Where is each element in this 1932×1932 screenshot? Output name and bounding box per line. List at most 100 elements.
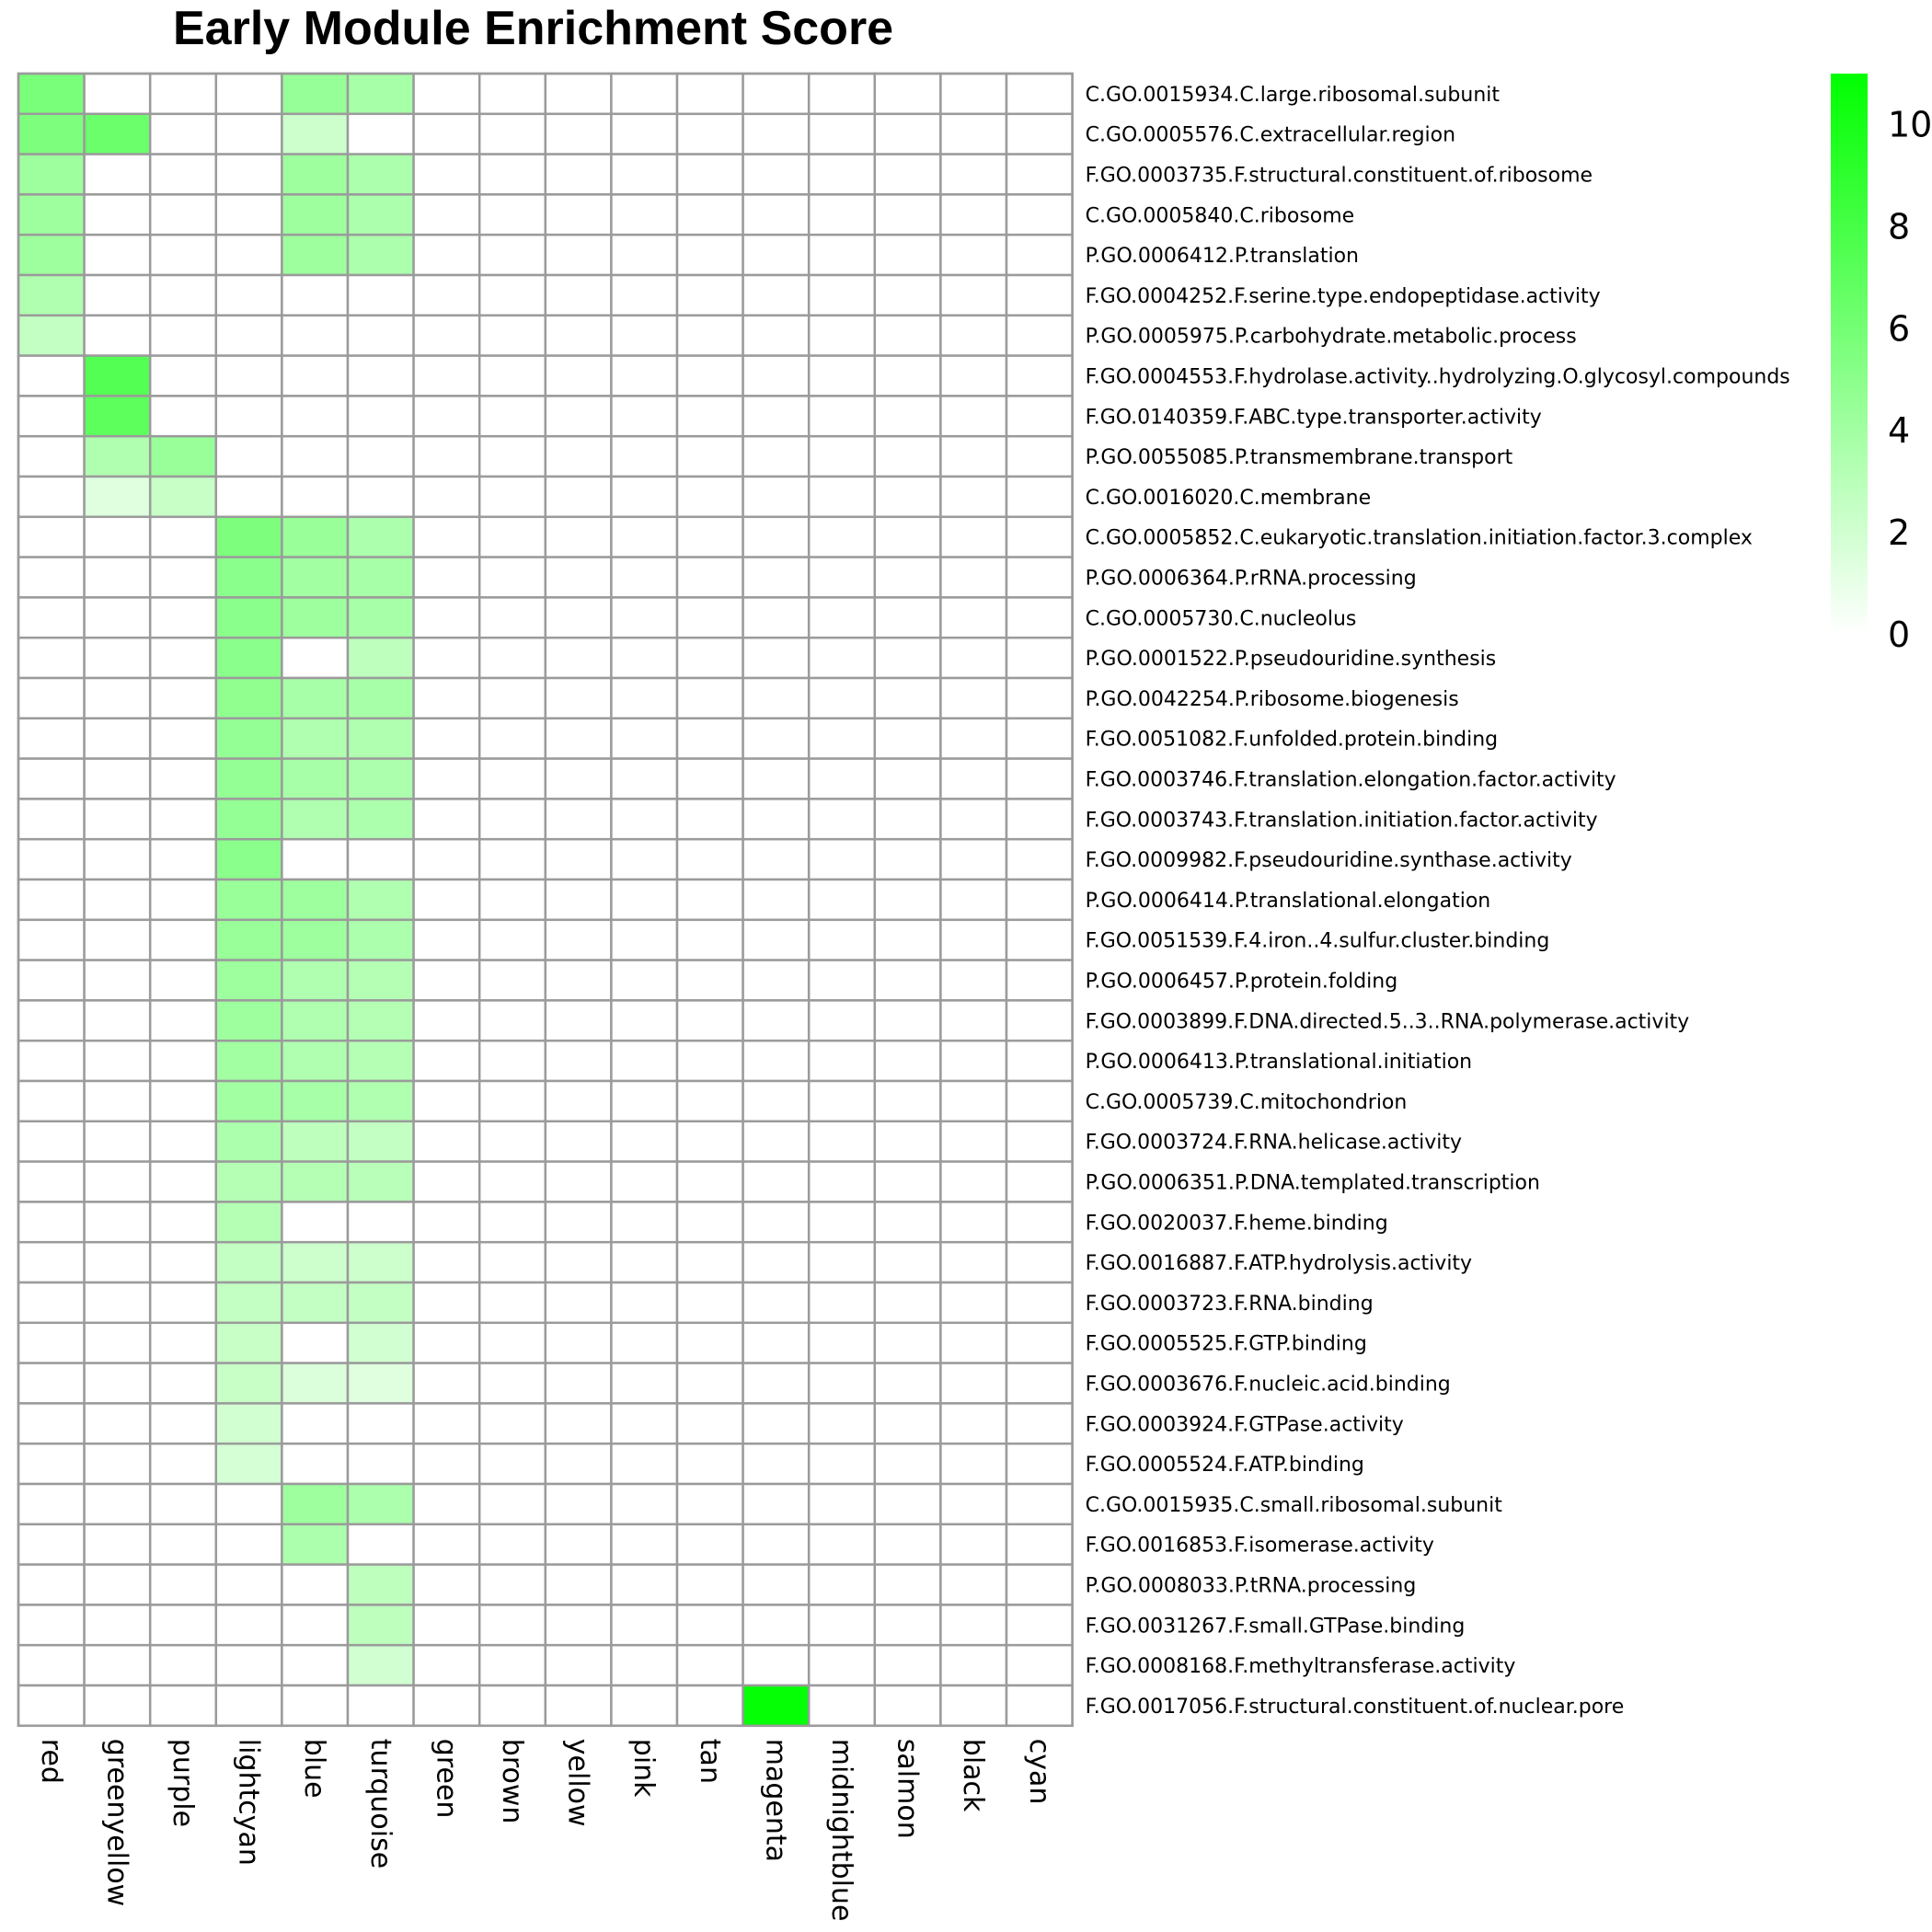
heatmap-cell [214, 354, 283, 397]
heatmap-cell [675, 1281, 744, 1325]
heatmap-cell [148, 1523, 218, 1566]
heatmap-cell [477, 636, 547, 680]
heatmap-cell [281, 153, 350, 196]
heatmap-cell [1005, 193, 1074, 236]
heatmap-cell [17, 596, 86, 639]
heatmap-cell [17, 153, 86, 196]
heatmap-cell [346, 1643, 415, 1687]
heatmap-cell [807, 1563, 877, 1606]
heatmap-cell [412, 1201, 481, 1244]
heatmap-cell [544, 798, 613, 841]
heatmap-cell [214, 1442, 283, 1486]
heatmap-cell [17, 878, 86, 922]
heatmap-cell [939, 314, 1008, 357]
heatmap-cell [807, 1643, 877, 1687]
heatmap-cell [610, 1201, 679, 1244]
row-label: P.GO.0005975.P.carbohydrate.metabolic.pr… [1086, 326, 1577, 349]
heatmap-cell [214, 1120, 283, 1163]
heatmap-cell [939, 1120, 1008, 1163]
heatmap-cell [346, 717, 415, 760]
row-label: P.GO.0006457.P.protein.folding [1086, 971, 1398, 994]
heatmap-cell [346, 193, 415, 236]
heatmap-cell [544, 153, 613, 196]
heatmap-cell [675, 636, 744, 680]
color-bar-tick-label: 8 [1888, 206, 1910, 247]
heatmap-cell [412, 878, 481, 922]
heatmap-cell [281, 1079, 350, 1123]
column-label: salmon [891, 1739, 924, 1839]
heatmap-cell [148, 314, 218, 357]
heatmap-cell [1005, 878, 1074, 922]
row-label: F.GO.0016887.F.ATP.hydrolysis.activity [1086, 1252, 1472, 1275]
heatmap-cell [742, 798, 811, 841]
heatmap-cell [544, 314, 613, 357]
heatmap-cell [1005, 112, 1074, 155]
heatmap-cell [939, 717, 1008, 760]
heatmap-cell [807, 636, 877, 680]
heatmap-cell [610, 475, 679, 519]
heatmap-cell [412, 999, 481, 1042]
heatmap-cell [281, 1402, 350, 1445]
heatmap-cell [742, 556, 811, 599]
heatmap-cell [807, 475, 877, 519]
heatmap-cell [17, 112, 86, 155]
heatmap-cell [477, 1482, 547, 1526]
heatmap-cell [610, 1079, 679, 1123]
heatmap-cell [477, 676, 547, 720]
heatmap-cell [939, 233, 1008, 277]
heatmap-cell [742, 596, 811, 639]
heatmap-cell [939, 837, 1008, 881]
heatmap-cell [939, 918, 1008, 961]
heatmap-cell [412, 1482, 481, 1526]
heatmap-cell [83, 1039, 152, 1083]
heatmap-cell [477, 112, 547, 155]
heatmap-cell [17, 1240, 86, 1284]
heatmap-cell [675, 1523, 744, 1566]
heatmap-cell [610, 636, 679, 680]
heatmap-cell [148, 1482, 218, 1526]
row-label: F.GO.0003743.F.translation.initiation.fa… [1086, 809, 1598, 832]
heatmap-cell [939, 515, 1008, 558]
heatmap-cell [675, 434, 744, 478]
heatmap-cell [412, 1160, 481, 1203]
heatmap-cell [83, 1079, 152, 1123]
heatmap-cell [675, 1039, 744, 1083]
heatmap-cell [83, 556, 152, 599]
heatmap-cell [214, 1523, 283, 1566]
heatmap-cell [412, 395, 481, 438]
heatmap-cell [477, 918, 547, 961]
heatmap-cell [1005, 918, 1074, 961]
heatmap-cell [807, 837, 877, 881]
heatmap-cell [610, 1643, 679, 1687]
row-label: P.GO.0008033.P.tRNA.processing [1086, 1575, 1417, 1598]
heatmap-cell [544, 596, 613, 639]
row-label: F.GO.0003746.F.translation.elongation.fa… [1086, 769, 1616, 792]
heatmap-cell [17, 1079, 86, 1123]
row-label: C.GO.0005840.C.ribosome [1086, 204, 1355, 227]
heatmap-cell [281, 112, 350, 155]
heatmap-border [17, 72, 1074, 1728]
heatmap-cell [1005, 395, 1074, 438]
heatmap-cell [346, 1523, 415, 1566]
heatmap-cell [675, 354, 744, 397]
heatmap-cell [742, 1321, 811, 1364]
heatmap-cell [17, 676, 86, 720]
heatmap-cell [1005, 1120, 1074, 1163]
heatmap-cell [17, 434, 86, 478]
heatmap-cell [83, 515, 152, 558]
heatmap-cell [148, 193, 218, 236]
heatmap-cell [807, 959, 877, 1002]
heatmap-cell [346, 676, 415, 720]
heatmap-cell [412, 72, 481, 116]
heatmap-cell [148, 395, 218, 438]
heatmap-cell [412, 193, 481, 236]
heatmap-cell [148, 515, 218, 558]
row-label: C.GO.0005852.C.eukaryotic.translation.in… [1086, 527, 1753, 550]
heatmap-cell [477, 1442, 547, 1486]
heatmap-cell [544, 1120, 613, 1163]
heatmap-cell [675, 717, 744, 760]
row-label: C.GO.0005730.C.nucleolus [1086, 607, 1357, 630]
heatmap-cell [939, 1201, 1008, 1244]
heatmap-cell [1005, 314, 1074, 357]
heatmap-cell [148, 1281, 218, 1325]
